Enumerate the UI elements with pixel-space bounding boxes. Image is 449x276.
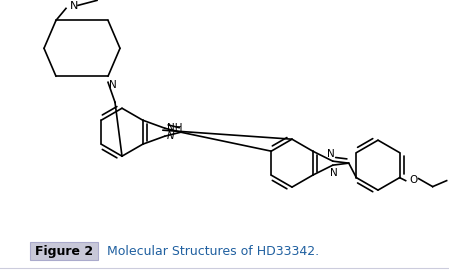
Text: NH: NH — [167, 123, 182, 133]
Text: N: N — [70, 1, 79, 11]
Text: O: O — [409, 175, 418, 185]
Text: N: N — [327, 149, 335, 159]
Text: N: N — [330, 168, 338, 178]
Text: N: N — [109, 80, 117, 90]
Text: Figure 2: Figure 2 — [35, 245, 93, 258]
FancyBboxPatch shape — [30, 242, 98, 260]
Text: Molecular Structures of HD33342.: Molecular Structures of HD33342. — [107, 245, 319, 258]
Text: N: N — [167, 131, 175, 141]
